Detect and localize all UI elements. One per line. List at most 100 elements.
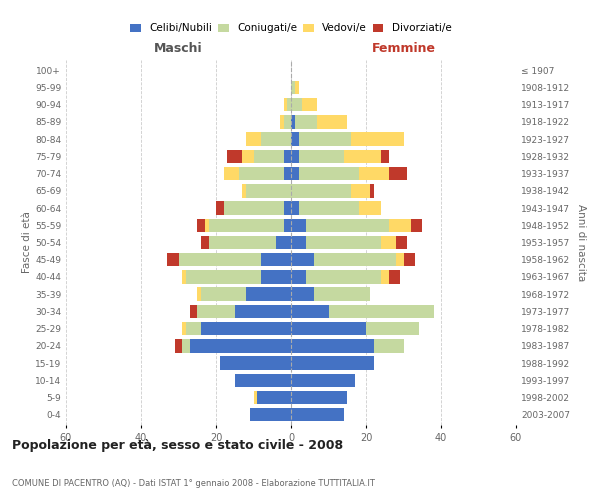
Bar [295, 116, 317, 128]
Bar [254, 390, 257, 404]
Bar [280, 116, 284, 128]
Bar [246, 184, 291, 198]
Bar [381, 270, 389, 283]
Bar [291, 356, 373, 370]
Bar [201, 288, 246, 301]
Bar [291, 167, 299, 180]
Bar [396, 253, 404, 266]
Bar [291, 408, 343, 422]
Bar [299, 150, 343, 163]
Bar [291, 132, 299, 146]
Bar [246, 132, 261, 146]
Bar [246, 288, 291, 301]
Bar [291, 184, 351, 198]
Bar [284, 98, 287, 112]
Text: COMUNE DI PACENTRO (AQ) - Dati ISTAT 1° gennaio 2008 - Elaborazione TUTTITALIA.I: COMUNE DI PACENTRO (AQ) - Dati ISTAT 1° … [12, 478, 375, 488]
Bar [299, 132, 351, 146]
Bar [306, 236, 381, 249]
Bar [209, 236, 276, 249]
Bar [351, 184, 370, 198]
Bar [291, 236, 306, 249]
Bar [291, 253, 314, 266]
Bar [291, 270, 306, 283]
Bar [205, 218, 209, 232]
Bar [186, 322, 201, 336]
Bar [389, 270, 400, 283]
Bar [291, 339, 373, 352]
Bar [291, 218, 306, 232]
Bar [227, 150, 242, 163]
Bar [284, 116, 291, 128]
Bar [302, 98, 317, 112]
Bar [179, 253, 261, 266]
Bar [261, 270, 291, 283]
Bar [201, 236, 209, 249]
Bar [404, 253, 415, 266]
Bar [359, 202, 381, 215]
Bar [317, 116, 347, 128]
Legend: Celibi/Nubili, Coniugati/e, Vedovi/e, Divorziati/e: Celibi/Nubili, Coniugati/e, Vedovi/e, Di… [128, 22, 454, 36]
Bar [190, 339, 291, 352]
Bar [291, 288, 314, 301]
Bar [261, 253, 291, 266]
Bar [291, 322, 366, 336]
Bar [254, 150, 284, 163]
Bar [306, 270, 381, 283]
Bar [329, 304, 433, 318]
Bar [291, 304, 329, 318]
Bar [235, 374, 291, 387]
Bar [186, 270, 261, 283]
Bar [239, 167, 284, 180]
Bar [291, 116, 295, 128]
Bar [389, 167, 407, 180]
Bar [373, 339, 404, 352]
Bar [175, 339, 182, 352]
Y-axis label: Fasce di età: Fasce di età [22, 212, 32, 274]
Bar [291, 150, 299, 163]
Bar [257, 390, 291, 404]
Bar [314, 253, 396, 266]
Bar [366, 322, 419, 336]
Bar [291, 202, 299, 215]
Bar [250, 408, 291, 422]
Bar [291, 374, 355, 387]
Bar [389, 218, 411, 232]
Bar [284, 150, 291, 163]
Bar [284, 202, 291, 215]
Bar [182, 339, 190, 352]
Bar [291, 98, 302, 112]
Bar [276, 236, 291, 249]
Text: Maschi: Maschi [154, 42, 203, 55]
Y-axis label: Anni di nascita: Anni di nascita [575, 204, 586, 281]
Bar [295, 81, 299, 94]
Bar [201, 322, 291, 336]
Bar [261, 132, 291, 146]
Bar [291, 81, 295, 94]
Bar [235, 304, 291, 318]
Bar [216, 202, 223, 215]
Bar [242, 184, 246, 198]
Bar [370, 184, 373, 198]
Bar [314, 288, 370, 301]
Bar [284, 218, 291, 232]
Bar [167, 253, 179, 266]
Bar [182, 270, 186, 283]
Bar [209, 218, 284, 232]
Bar [287, 98, 291, 112]
Bar [291, 390, 347, 404]
Bar [220, 356, 291, 370]
Bar [299, 167, 359, 180]
Bar [381, 236, 396, 249]
Bar [381, 150, 389, 163]
Text: Popolazione per età, sesso e stato civile - 2008: Popolazione per età, sesso e stato civil… [12, 440, 343, 452]
Bar [411, 218, 422, 232]
Bar [306, 218, 389, 232]
Bar [351, 132, 404, 146]
Bar [223, 202, 284, 215]
Bar [182, 322, 186, 336]
Bar [242, 150, 254, 163]
Bar [197, 288, 201, 301]
Bar [343, 150, 381, 163]
Bar [299, 202, 359, 215]
Text: Femmine: Femmine [371, 42, 436, 55]
